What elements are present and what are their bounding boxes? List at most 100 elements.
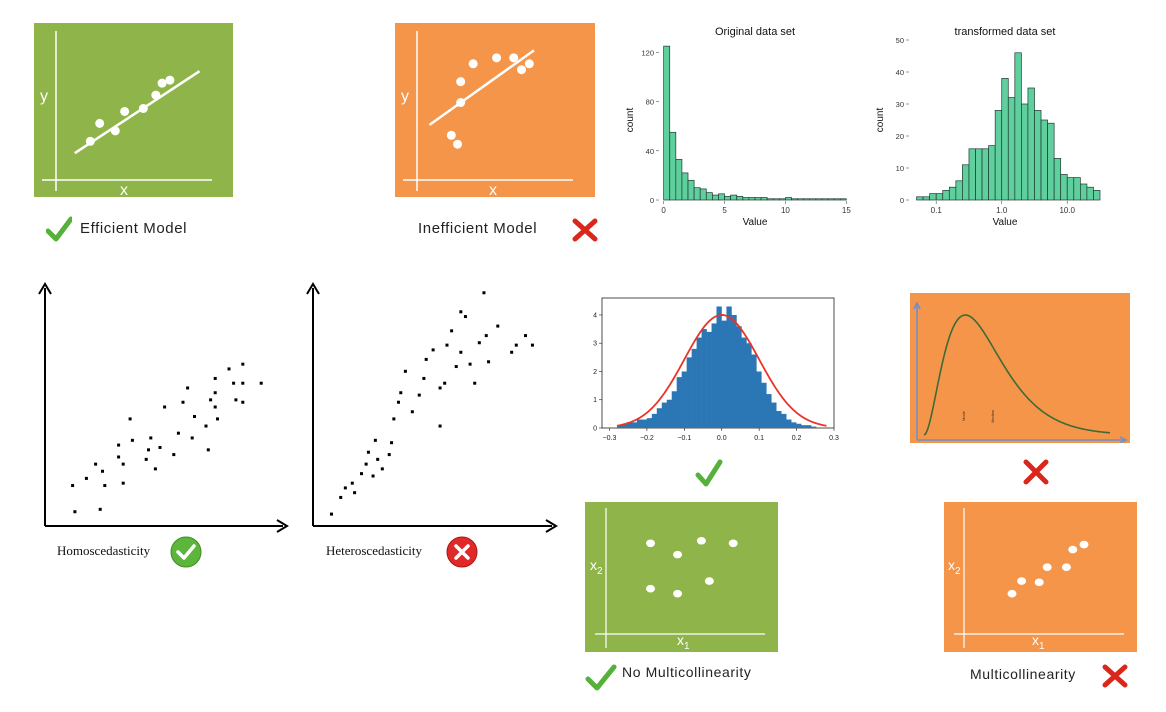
cross-icon <box>1023 459 1049 485</box>
histogram-bar <box>676 377 682 428</box>
histogram-bar <box>699 188 707 201</box>
data-point <box>121 481 125 485</box>
histogram-bar <box>730 194 738 201</box>
data-point <box>387 453 391 457</box>
data-point <box>468 362 472 366</box>
x-tick-label: −0.3 <box>603 435 617 442</box>
histogram-bar <box>705 192 713 201</box>
panel-background <box>395 23 595 197</box>
data-point <box>1034 578 1044 587</box>
histogram-bar <box>663 45 671 201</box>
histogram-bar <box>839 198 847 201</box>
data-point <box>424 357 428 361</box>
histogram-bar <box>651 413 658 428</box>
x-tick-label: 15 <box>842 206 851 215</box>
data-point <box>216 417 219 421</box>
data-point <box>73 510 77 514</box>
data-point <box>371 474 375 478</box>
data-point <box>172 453 176 457</box>
histogram-bar <box>718 193 725 201</box>
y-tick-label: 0 <box>900 196 904 205</box>
data-point <box>241 381 245 385</box>
y-axis-label: x2 <box>948 557 961 577</box>
data-point <box>410 410 414 414</box>
x-axis-arrow <box>1119 436 1128 443</box>
y-tick-label: 20 <box>896 132 904 141</box>
data-point <box>259 381 263 385</box>
check-circle-icon <box>170 536 202 568</box>
y-axis-arrow <box>306 282 320 295</box>
data-point <box>399 391 403 395</box>
data-point <box>431 348 435 352</box>
x-tick-label: 0.2 <box>792 435 802 442</box>
histogram-bar <box>1014 52 1022 201</box>
histogram-bar <box>706 331 712 428</box>
panel-background <box>944 502 1137 652</box>
data-point <box>459 350 463 354</box>
histogram-bar <box>756 371 762 428</box>
histogram-bar <box>696 337 702 428</box>
histogram-bar <box>1060 174 1068 201</box>
data-point <box>350 481 354 485</box>
data-point <box>149 436 153 440</box>
inefficient-model-plot: y x <box>395 23 595 197</box>
y-tick-label: 30 <box>896 100 904 109</box>
data-point <box>85 136 95 146</box>
data-point <box>454 365 458 369</box>
panel-background <box>585 502 778 652</box>
histogram-bar <box>994 110 1003 201</box>
data-point <box>176 431 180 435</box>
data-point <box>157 78 167 88</box>
check-icon <box>695 459 723 487</box>
data-point <box>468 59 478 69</box>
data-point <box>234 398 238 402</box>
skewed-density-plot: Mode Median <box>910 293 1130 443</box>
x-axis-label: x <box>489 182 497 197</box>
data-point <box>514 343 518 347</box>
histogram-bar <box>741 337 747 428</box>
data-point <box>206 448 210 452</box>
histogram-bar <box>736 195 744 201</box>
histogram-bar <box>671 391 677 428</box>
histogram-bar <box>681 172 689 201</box>
data-point <box>147 448 150 452</box>
x-tick-label: 0.0 <box>717 435 727 442</box>
histogram-bar <box>751 354 757 428</box>
data-point <box>530 343 534 347</box>
histogram-bar <box>656 408 663 428</box>
histogram-bar <box>1093 190 1101 201</box>
median-label: Median <box>990 410 995 423</box>
y-axis-title: count <box>875 108 886 133</box>
histogram-bar <box>785 197 792 201</box>
no-multicollinearity-caption: No Multicollinearity <box>622 664 752 680</box>
data-point <box>646 584 656 593</box>
data-point <box>204 424 208 428</box>
panel-background <box>34 23 233 197</box>
data-point <box>339 495 343 499</box>
histogram-bar <box>646 418 653 428</box>
y-tick-label: 80 <box>646 98 654 107</box>
histogram-bar <box>681 371 687 428</box>
histogram-bar <box>761 382 767 428</box>
original-data-histogram: Original data set 0 40 80 120 0 5 10 15 Value coun… <box>625 26 851 228</box>
check-icon <box>46 216 72 242</box>
histogram-bar <box>815 198 823 201</box>
data-point <box>492 53 502 63</box>
data-point <box>438 386 442 390</box>
data-point <box>343 486 347 490</box>
data-point <box>1042 563 1052 572</box>
data-point <box>103 484 107 488</box>
data-point <box>95 118 105 128</box>
histogram-bar <box>948 186 957 201</box>
histogram-bar <box>791 422 797 428</box>
data-point <box>241 362 245 366</box>
histogram-bar <box>754 197 762 201</box>
data-point <box>128 417 132 421</box>
chart-title: transformed data set <box>955 26 1056 38</box>
histogram-bar <box>746 343 752 428</box>
x-tick-label: 0 <box>661 206 666 215</box>
data-point <box>482 291 486 295</box>
data-point <box>696 536 706 545</box>
fit-line <box>74 70 201 155</box>
histogram-bar <box>701 329 707 428</box>
